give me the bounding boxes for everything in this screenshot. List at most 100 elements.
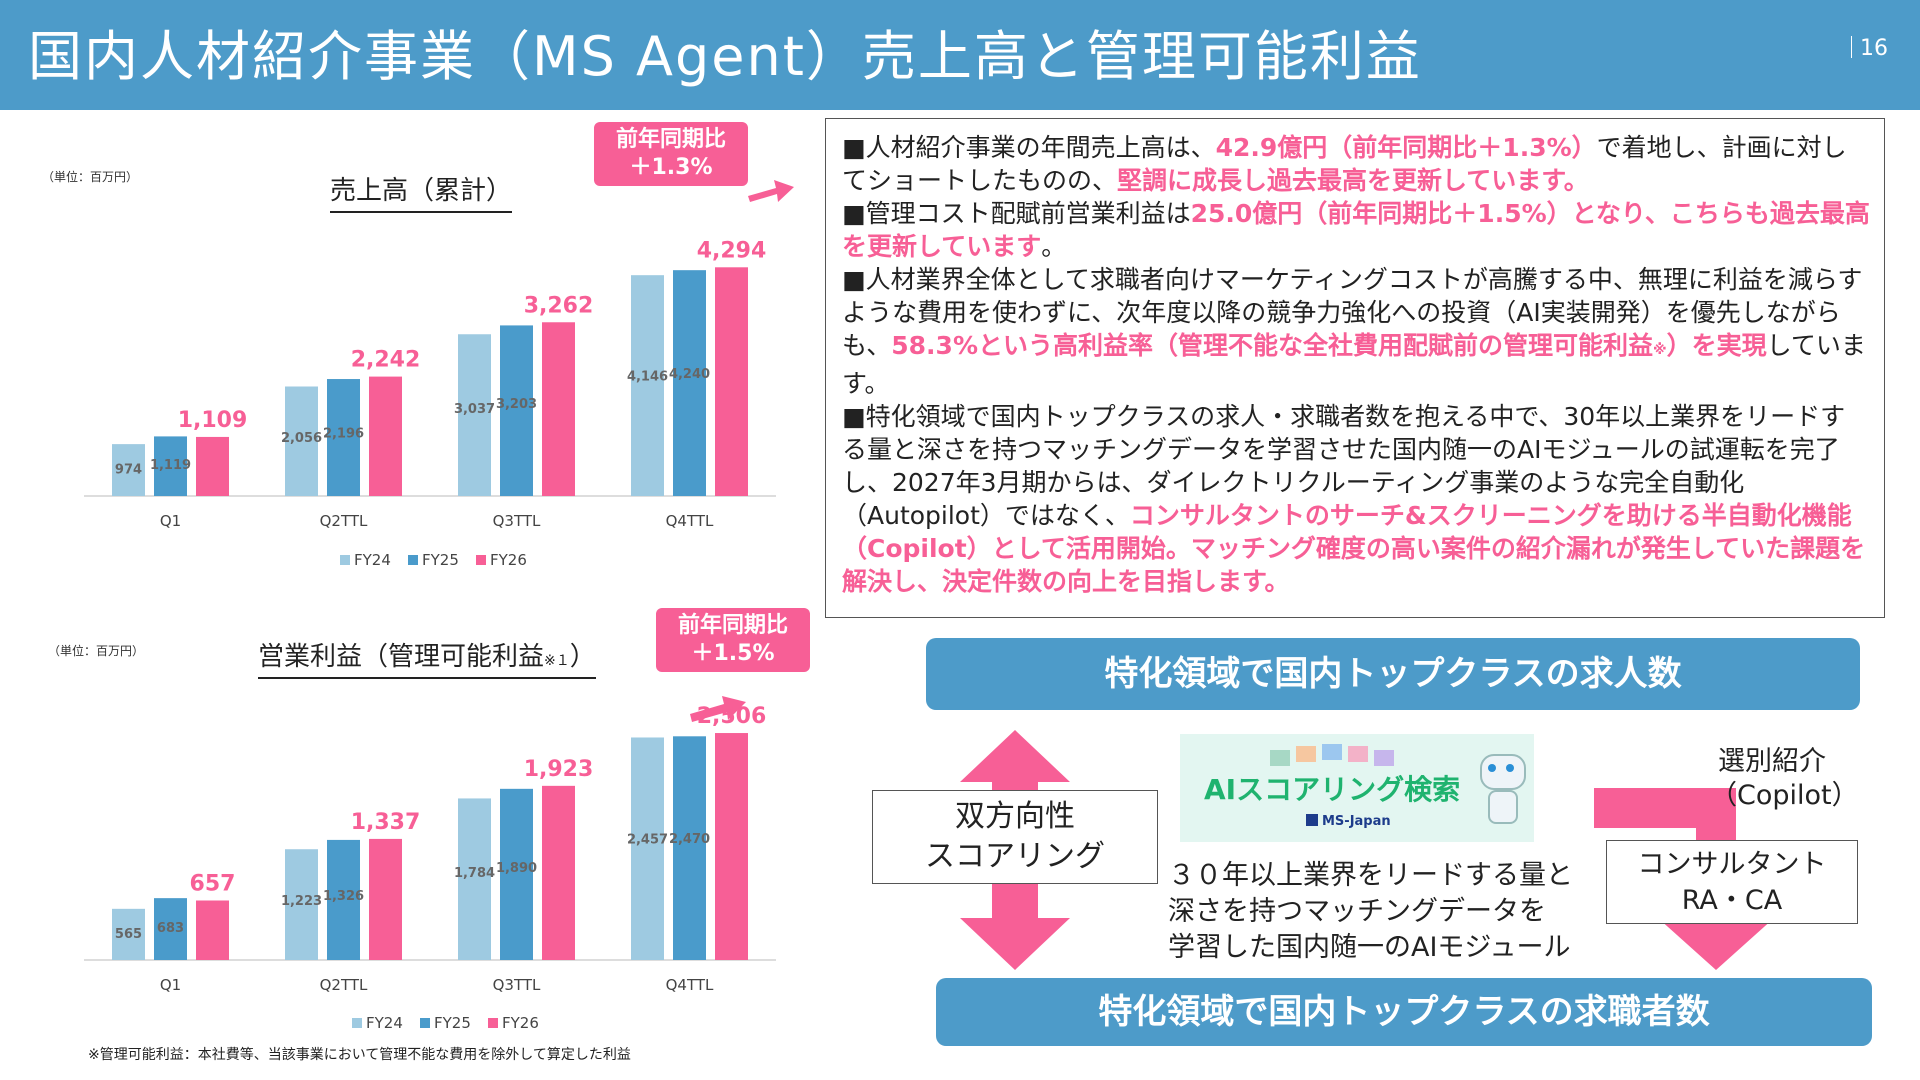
summary-p3-text-2: しています。 (842, 331, 1866, 398)
summary-p1-highlight-2: 堅調に成長し過去最高を更新しています。 (1117, 166, 1589, 195)
summary-p4-text: ■特化領域で国内トップクラスの求人・求職者数を抱える中で、30年以上業界をリード… (842, 402, 1846, 530)
data-label-fy26-q1: 657 (190, 871, 236, 896)
x-tick-label: Q1 (160, 976, 181, 994)
legend-swatch-fy24 (352, 1018, 362, 1028)
scoring-box: 双方向性 スコアリング (872, 790, 1158, 884)
legend-label-fy24: FY24 (354, 551, 391, 569)
summary-p3-highlight-text: 58.3%という高利益率（管理不能な全社費用配賦前の管理可能利益 (891, 331, 1653, 360)
data-label-fy25-q2ttl: 1,326 (323, 889, 364, 904)
copilot-arrow (1594, 788, 1774, 970)
bar-fy26-q2ttl (369, 838, 402, 960)
summary-p4-highlight: コンサルタントのサーチ&スクリーニングを助ける半自動化機能（Copilot）とし… (842, 501, 1866, 596)
x-tick-label: Q2TTL (320, 512, 368, 530)
summary-p3-highlight: 58.3%という高利益率（管理不能な全社費用配賦前の管理可能利益※）を実現 (891, 331, 1766, 360)
x-tick-label: Q1 (160, 512, 181, 530)
bar-fy26-q4ttl (715, 733, 748, 960)
bar-fy25-q4ttl (673, 736, 706, 960)
summary-p1-text-2: で着地し、計画に対してショートしたものの、 (842, 133, 1847, 195)
doc-cards-icon (1270, 742, 1420, 768)
page-number-value: 16 (1860, 36, 1888, 61)
legend-label-fy25: FY25 (434, 1014, 471, 1032)
data-label-fy24-q2ttl: 2,056 (281, 431, 322, 446)
sales-unit-label: （単位：百万円） (42, 170, 139, 184)
ai-company-text: MS-Japan (1322, 814, 1391, 829)
sales-yoy-arrow (748, 180, 794, 202)
bar-fy25-q3ttl (500, 788, 533, 960)
data-label-fy24-q3ttl: 1,784 (454, 866, 495, 881)
summary-paragraph-2: ■管理コスト配賦前営業利益は25.0億円（前年同期比＋1.5%）となり、こちらも… (842, 197, 1870, 263)
data-label-fy26-q4ttl: 2,506 (697, 704, 767, 729)
page-number: 16 (1851, 36, 1888, 61)
profit-chart-svg: 565 683 657 Q1 1,223 1,326 1,337 Q2TTL 1,784 1,89… (84, 704, 776, 1032)
summary-paragraph-3: ■人材業界全体として求職者向けマーケティングコストが高騰する中、無理に利益を減ら… (842, 263, 1870, 400)
data-label-fy26-q3ttl: 1,923 (524, 757, 594, 782)
sales-chart: 974 1,119 1,109 Q1 2,056 2,196 2,242 Q2TTL 3,037… (40, 190, 780, 584)
data-label-fy25-q3ttl: 3,203 (496, 397, 537, 412)
legend-swatch-fy24 (340, 555, 350, 565)
legend-swatch-fy26 (488, 1018, 498, 1028)
bar-fy25-q2ttl (327, 839, 360, 960)
sales-chart-title-text: 売上高（累計） (330, 176, 513, 206)
x-tick-label: Q2TTL (320, 976, 368, 994)
data-label-fy25-q2ttl: 2,196 (323, 427, 364, 442)
bar-fy24-q3ttl (458, 798, 491, 960)
ai-scoring-logo: AIスコアリング検索 MS-Japan (1180, 734, 1534, 842)
summary-p3-note: ※ (1653, 342, 1667, 358)
summary-p2-text: ■管理コスト配賦前営業利益は (842, 199, 1191, 228)
profit-unit-label: （単位：百万円） (48, 644, 145, 658)
data-label-fy26-q2ttl: 2,242 (351, 348, 421, 373)
bar-fy24-q2ttl (285, 386, 318, 496)
bar-fy24-q3ttl (458, 334, 491, 496)
top-banner: 特化領域で国内トップクラスの求人数 (926, 638, 1860, 710)
summary-p3-highlight-text-2: ）を実現 (1666, 331, 1767, 360)
bar-fy25-q3ttl (500, 325, 533, 496)
data-label-fy26-q1: 1,109 (178, 408, 248, 433)
bar-fy24-q1 (112, 908, 145, 960)
bar-fy24-q1 (112, 444, 145, 496)
profit-yoy-label: 前年同期比 (677, 613, 788, 638)
legend-swatch-fy25 (420, 1018, 430, 1028)
bar-fy25-q2ttl (327, 379, 360, 496)
data-label-fy26-q4ttl: 4,294 (697, 238, 767, 263)
data-label-fy24-q4ttl: 4,146 (627, 370, 668, 385)
data-label-fy26-q2ttl: 1,337 (351, 810, 421, 835)
sales-yoy-value: ＋1.3% (629, 155, 713, 180)
robot-icon (1476, 750, 1526, 830)
x-tick-label: Q4TTL (666, 512, 714, 530)
company-mark-icon (1306, 814, 1318, 826)
bar-fy25-q1 (154, 436, 187, 496)
summary-box: ■人材紹介事業の年間売上高は、42.9億円（前年同期比＋1.3%）で着地し、計画… (825, 118, 1885, 618)
summary-p3-text: ■人材業界全体として求職者向けマーケティングコストが高騰する中、無理に利益を減ら… (842, 265, 1863, 360)
ai-desc-line-1: ３０年以上業界をリードする量と (1168, 860, 1573, 891)
profit-title-note: ※１ (544, 653, 570, 669)
legend-label-fy26: FY26 (502, 1014, 539, 1032)
data-label-fy24-q1: 974 (115, 462, 142, 477)
bar-fy24-q2ttl (285, 849, 318, 960)
bar-fy26-q3ttl (542, 322, 575, 496)
consultant-box: コンサルタント RA・CA (1606, 840, 1858, 924)
select-line-2: （Copilot） (1710, 780, 1859, 811)
bar-fy24-q4ttl (631, 275, 664, 496)
data-label-fy24-q4ttl: 2,457 (627, 833, 668, 848)
profit-title-close: ） (569, 642, 596, 672)
ai-logo-text: AIスコアリング検索 (1204, 773, 1461, 806)
footnote: ※管理可能利益：本社費等、当該事業において管理不能な費用を除外して算定した利益 (88, 1047, 631, 1063)
ai-desc-line-3: 学習した国内随一のAIモジュール (1168, 932, 1571, 963)
data-label-fy25-q4ttl: 4,240 (669, 367, 710, 382)
bottom-banner: 特化領域で国内トップクラスの求職者数 (936, 978, 1872, 1046)
data-label-fy24-q1: 565 (115, 927, 142, 942)
ai-description: ３０年以上業界をリードする量と 深さを持つマッチングデータを 学習した国内随一の… (1168, 858, 1573, 966)
consultant-line-1: コンサルタント (1637, 849, 1827, 880)
bar-fy26-q1 (196, 436, 229, 496)
profit-chart-title-text: 営業利益（管理可能利益 (258, 642, 545, 672)
select-label: 選別紹介 (1718, 744, 1826, 780)
summary-p2-highlight: 25.0億円（前年同期比＋1.5%）となり、こちらも過去最高を更新しています (842, 199, 1870, 261)
bar-fy26-q3ttl (542, 785, 575, 960)
legend-swatch-fy25 (408, 555, 418, 565)
summary-p1-highlight: 42.9億円（前年同期比＋1.3%） (1215, 133, 1597, 162)
bar-fy26-q1 (196, 900, 229, 960)
x-tick-label: Q3TTL (493, 976, 541, 994)
ai-company-name: MS-Japan (1306, 814, 1391, 829)
data-label-fy25-q1: 1,119 (150, 458, 191, 473)
data-label-fy24-q3ttl: 3,037 (454, 402, 495, 417)
